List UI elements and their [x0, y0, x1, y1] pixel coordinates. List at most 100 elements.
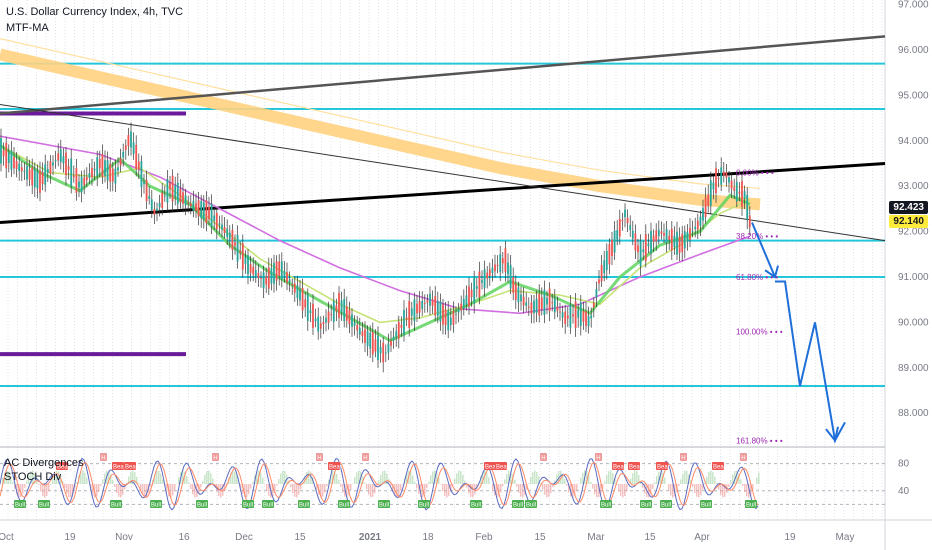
bear-badge-label: Bear [329, 465, 342, 471]
ac-histogram-bar [358, 470, 360, 484]
candle-body [423, 302, 426, 304]
bull-badge [38, 500, 50, 508]
ac-histogram-bar [158, 470, 160, 484]
candle-body [535, 298, 538, 313]
ac-histogram-bar [244, 484, 246, 498]
ac-histogram-bar [680, 479, 682, 484]
candle-body [200, 200, 203, 218]
ac-histogram-bar [462, 474, 464, 484]
ac-histogram-bar [134, 472, 136, 484]
candle-body [296, 285, 299, 299]
candle-body [301, 288, 304, 311]
ac-histogram-bar [218, 484, 220, 497]
ac-histogram-bar [470, 484, 472, 497]
candle-body [13, 156, 15, 169]
ac-histogram-bar [600, 484, 602, 494]
ac-histogram-bar [732, 474, 734, 484]
candle-body [595, 289, 598, 298]
candle-body [475, 286, 478, 289]
ac-histogram-bar [272, 484, 274, 497]
ac-histogram-bar [624, 484, 626, 496]
ac-histogram-bar [750, 484, 752, 496]
candle-body [59, 149, 62, 162]
ac-histogram-bar [294, 484, 296, 497]
ac-histogram-bar [574, 484, 576, 496]
bull-badge [418, 500, 430, 508]
ac-histogram-bar [642, 484, 644, 488]
ac-histogram-bar [132, 470, 134, 484]
bear-badge-label: Bear [629, 465, 642, 471]
bull-badge-label: Bull [339, 503, 349, 509]
ac-histogram-bar [46, 484, 48, 496]
ac-histogram-bar [200, 484, 202, 488]
candle-body [218, 223, 221, 225]
bear-badge [56, 462, 68, 470]
ac-histogram-bar [566, 484, 568, 486]
bull-badge [512, 500, 524, 508]
x-tick-label: 19 [784, 532, 796, 543]
candle-body [7, 152, 10, 164]
ac-histogram-bar [738, 473, 740, 484]
candle-body [501, 258, 504, 264]
ac-histogram-bar [172, 484, 174, 496]
hidden-div-badge-label: H [363, 456, 367, 462]
ac-histogram-bar [594, 484, 596, 495]
ac-histogram-bar [528, 483, 530, 484]
candle-body [182, 192, 184, 204]
candle-body [577, 310, 580, 318]
bull-badge-label: Bull [526, 503, 536, 509]
ac-histogram-bar [368, 484, 370, 495]
candle-body [722, 171, 725, 176]
candle-body [553, 298, 556, 313]
ac-histogram-bar [466, 484, 468, 488]
candle-body [314, 318, 317, 322]
hidden-div-badge-label: H [596, 456, 600, 462]
ac-histogram-bar [742, 484, 744, 486]
candle-body [686, 232, 689, 242]
candle-body [252, 267, 255, 275]
candle-body [348, 309, 351, 325]
bull-badge [470, 500, 482, 508]
ac-histogram-bar [334, 470, 336, 484]
ac-histogram-bar [446, 484, 448, 498]
ac-histogram-bar [730, 480, 732, 484]
candle-body [608, 244, 611, 265]
candle-body [156, 208, 158, 212]
ac-histogram-bar [748, 484, 750, 498]
candle-body [325, 317, 327, 323]
ac-histogram-bar [182, 470, 184, 484]
fib-level-label: 0.00% • • • [736, 169, 774, 178]
ac-histogram-bar [684, 470, 686, 484]
hidden-div-badge-label: H [213, 456, 217, 462]
y-tick-label: 95.000 [898, 90, 929, 101]
ac-histogram-bar [548, 484, 550, 497]
bull-badge [150, 500, 162, 508]
y-tick-label: 96.000 [898, 45, 929, 56]
indicator-label: MTF-MA [6, 22, 49, 34]
ac-histogram-bar [62, 481, 64, 484]
ac-histogram-bar [308, 470, 310, 484]
bear-badge [484, 462, 496, 470]
ac-histogram-bar [332, 470, 334, 484]
candle-body [176, 182, 179, 204]
candle-body [499, 254, 502, 273]
ac-histogram-bar [246, 484, 248, 498]
candle-body [439, 301, 442, 322]
ac-histogram-bar [454, 478, 456, 484]
ac-histogram-bar [192, 484, 194, 495]
ac-histogram-bar [324, 484, 326, 493]
ac-histogram-bar [278, 478, 280, 484]
ac-histogram-bar [160, 473, 162, 484]
candle-body [473, 277, 476, 304]
ac-histogram-bar [436, 472, 438, 484]
candle-body [748, 215, 751, 228]
ac-histogram-bar [724, 484, 726, 497]
candle-body [57, 153, 60, 161]
candle-body [127, 135, 130, 147]
ac-histogram-bar [380, 474, 382, 484]
candle-body [377, 335, 379, 361]
candle-body [611, 239, 613, 256]
bull-badge [196, 500, 208, 508]
ac-histogram-bar [406, 472, 408, 484]
